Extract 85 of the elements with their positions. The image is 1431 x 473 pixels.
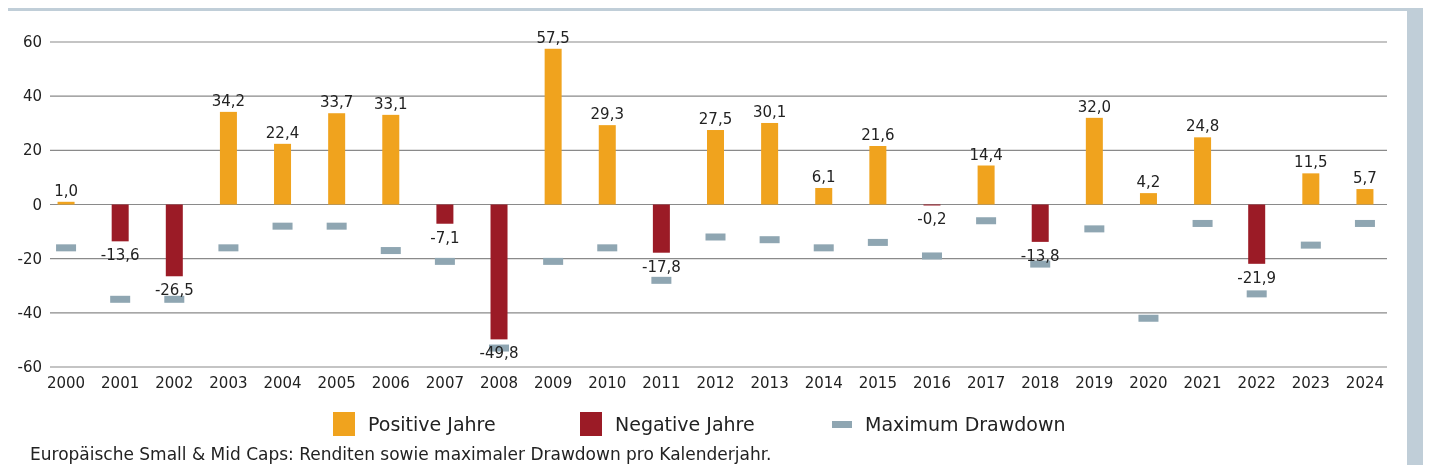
y-tick-label: -20 xyxy=(17,249,42,268)
data-label: -13,6 xyxy=(100,246,140,265)
y-tick-label: 0 xyxy=(32,195,42,214)
legend-label: Negative Jahre xyxy=(615,413,755,435)
y-tick-label: 60 xyxy=(22,33,42,51)
data-label: 4,2 xyxy=(1136,173,1161,192)
x-tick-label: 2002 xyxy=(155,374,194,392)
bar xyxy=(1031,204,1049,242)
bar xyxy=(815,187,833,205)
bar xyxy=(869,146,887,205)
data-label: 34,2 xyxy=(211,91,246,110)
x-tick-label: 2014 xyxy=(804,374,843,392)
x-tick-label: 2015 xyxy=(858,374,897,392)
data-label: 30,1 xyxy=(752,102,787,121)
data-label: 33,1 xyxy=(374,94,408,113)
x-tick-label: 2008 xyxy=(479,374,519,392)
data-label: 6,1 xyxy=(811,167,836,186)
data-label: 33,7 xyxy=(319,93,354,112)
bar xyxy=(219,111,237,205)
y-tick-label: 40 xyxy=(22,87,42,106)
legend-label: Positive Jahre xyxy=(368,413,496,435)
data-label: -26,5 xyxy=(154,281,194,300)
data-label: -17,8 xyxy=(641,257,681,276)
data-label: -49,8 xyxy=(479,344,519,363)
x-tick-label: 2007 xyxy=(425,374,464,392)
x-tick-label: 2000 xyxy=(46,374,86,392)
x-tick-label: 2019 xyxy=(1075,374,1114,392)
data-label: 14,4 xyxy=(969,145,1003,164)
data-label: 27,5 xyxy=(698,110,733,129)
bar xyxy=(1248,204,1266,264)
x-tick-label: 2013 xyxy=(750,374,789,392)
x-tick-label: 2020 xyxy=(1129,374,1168,392)
x-tick-label: 2010 xyxy=(588,374,627,392)
x-tick-label: 2021 xyxy=(1183,374,1222,392)
data-label: 24,8 xyxy=(1185,117,1220,136)
bar xyxy=(544,48,562,205)
y-tick-label: -40 xyxy=(17,303,42,322)
x-tick-label: 2022 xyxy=(1237,374,1276,392)
x-tick-label: 2024 xyxy=(1345,374,1385,392)
data-label: 29,3 xyxy=(590,105,624,124)
x-tick-label: 2009 xyxy=(534,374,573,392)
data-label: 5,7 xyxy=(1353,169,1377,188)
bar xyxy=(1139,193,1157,205)
text: Europäische Small & Mid Caps: Renditen sowie maximaler Drawdown pro Kalenderjahr. xyxy=(30,444,772,464)
data-label: -21,9 xyxy=(1237,268,1277,287)
data-label: 22,4 xyxy=(265,123,300,142)
bar xyxy=(436,204,454,224)
bar xyxy=(328,113,346,205)
bar xyxy=(1356,189,1374,205)
bar xyxy=(707,130,724,205)
data-label: 21,6 xyxy=(861,126,895,144)
x-tick-label: 2005 xyxy=(317,374,356,392)
bar xyxy=(490,204,508,340)
bar xyxy=(382,114,400,205)
bar xyxy=(57,201,75,205)
data-label: -0,2 xyxy=(917,210,947,229)
data-label: 32,0 xyxy=(1077,97,1112,116)
x-tick-label: 2016 xyxy=(912,374,952,392)
data-label: -13,8 xyxy=(1020,246,1060,265)
legend-label: Maximum Drawdown xyxy=(865,413,1066,435)
bar xyxy=(274,143,292,205)
bar xyxy=(165,204,183,277)
bar xyxy=(1085,117,1103,205)
y-tick-label: -60 xyxy=(17,358,42,376)
bar xyxy=(761,122,779,205)
data-label: -7,1 xyxy=(430,228,460,247)
y-tick-label: 20 xyxy=(22,141,42,160)
x-tick-label: 2001 xyxy=(101,374,140,392)
x-tick-label: 2012 xyxy=(696,374,735,392)
x-tick-label: 2004 xyxy=(263,374,302,392)
x-tick-label: 2011 xyxy=(642,374,681,392)
x-tick-label: 2017 xyxy=(967,374,1006,392)
bar xyxy=(652,204,670,253)
bar xyxy=(1302,173,1320,205)
data-label: 1,0 xyxy=(54,181,78,200)
x-tick-label: 2006 xyxy=(371,374,410,392)
bar xyxy=(111,204,129,242)
bar xyxy=(598,125,616,205)
bar xyxy=(1194,137,1212,205)
x-tick-label: 2018 xyxy=(1021,374,1060,392)
data-label: 11,5 xyxy=(1294,153,1328,172)
x-tick-label: 2003 xyxy=(209,374,248,392)
x-tick-label: 2023 xyxy=(1291,374,1330,392)
data-label: 57,5 xyxy=(536,28,570,47)
bar xyxy=(977,165,995,205)
